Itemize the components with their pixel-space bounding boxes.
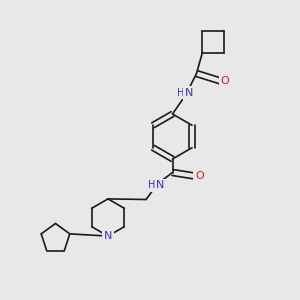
Text: O: O: [220, 76, 230, 86]
Text: O: O: [195, 171, 204, 181]
Text: N: N: [185, 88, 193, 98]
Text: H: H: [148, 180, 156, 190]
Text: N: N: [104, 231, 112, 241]
Text: H: H: [177, 88, 184, 98]
Text: N: N: [156, 180, 165, 190]
